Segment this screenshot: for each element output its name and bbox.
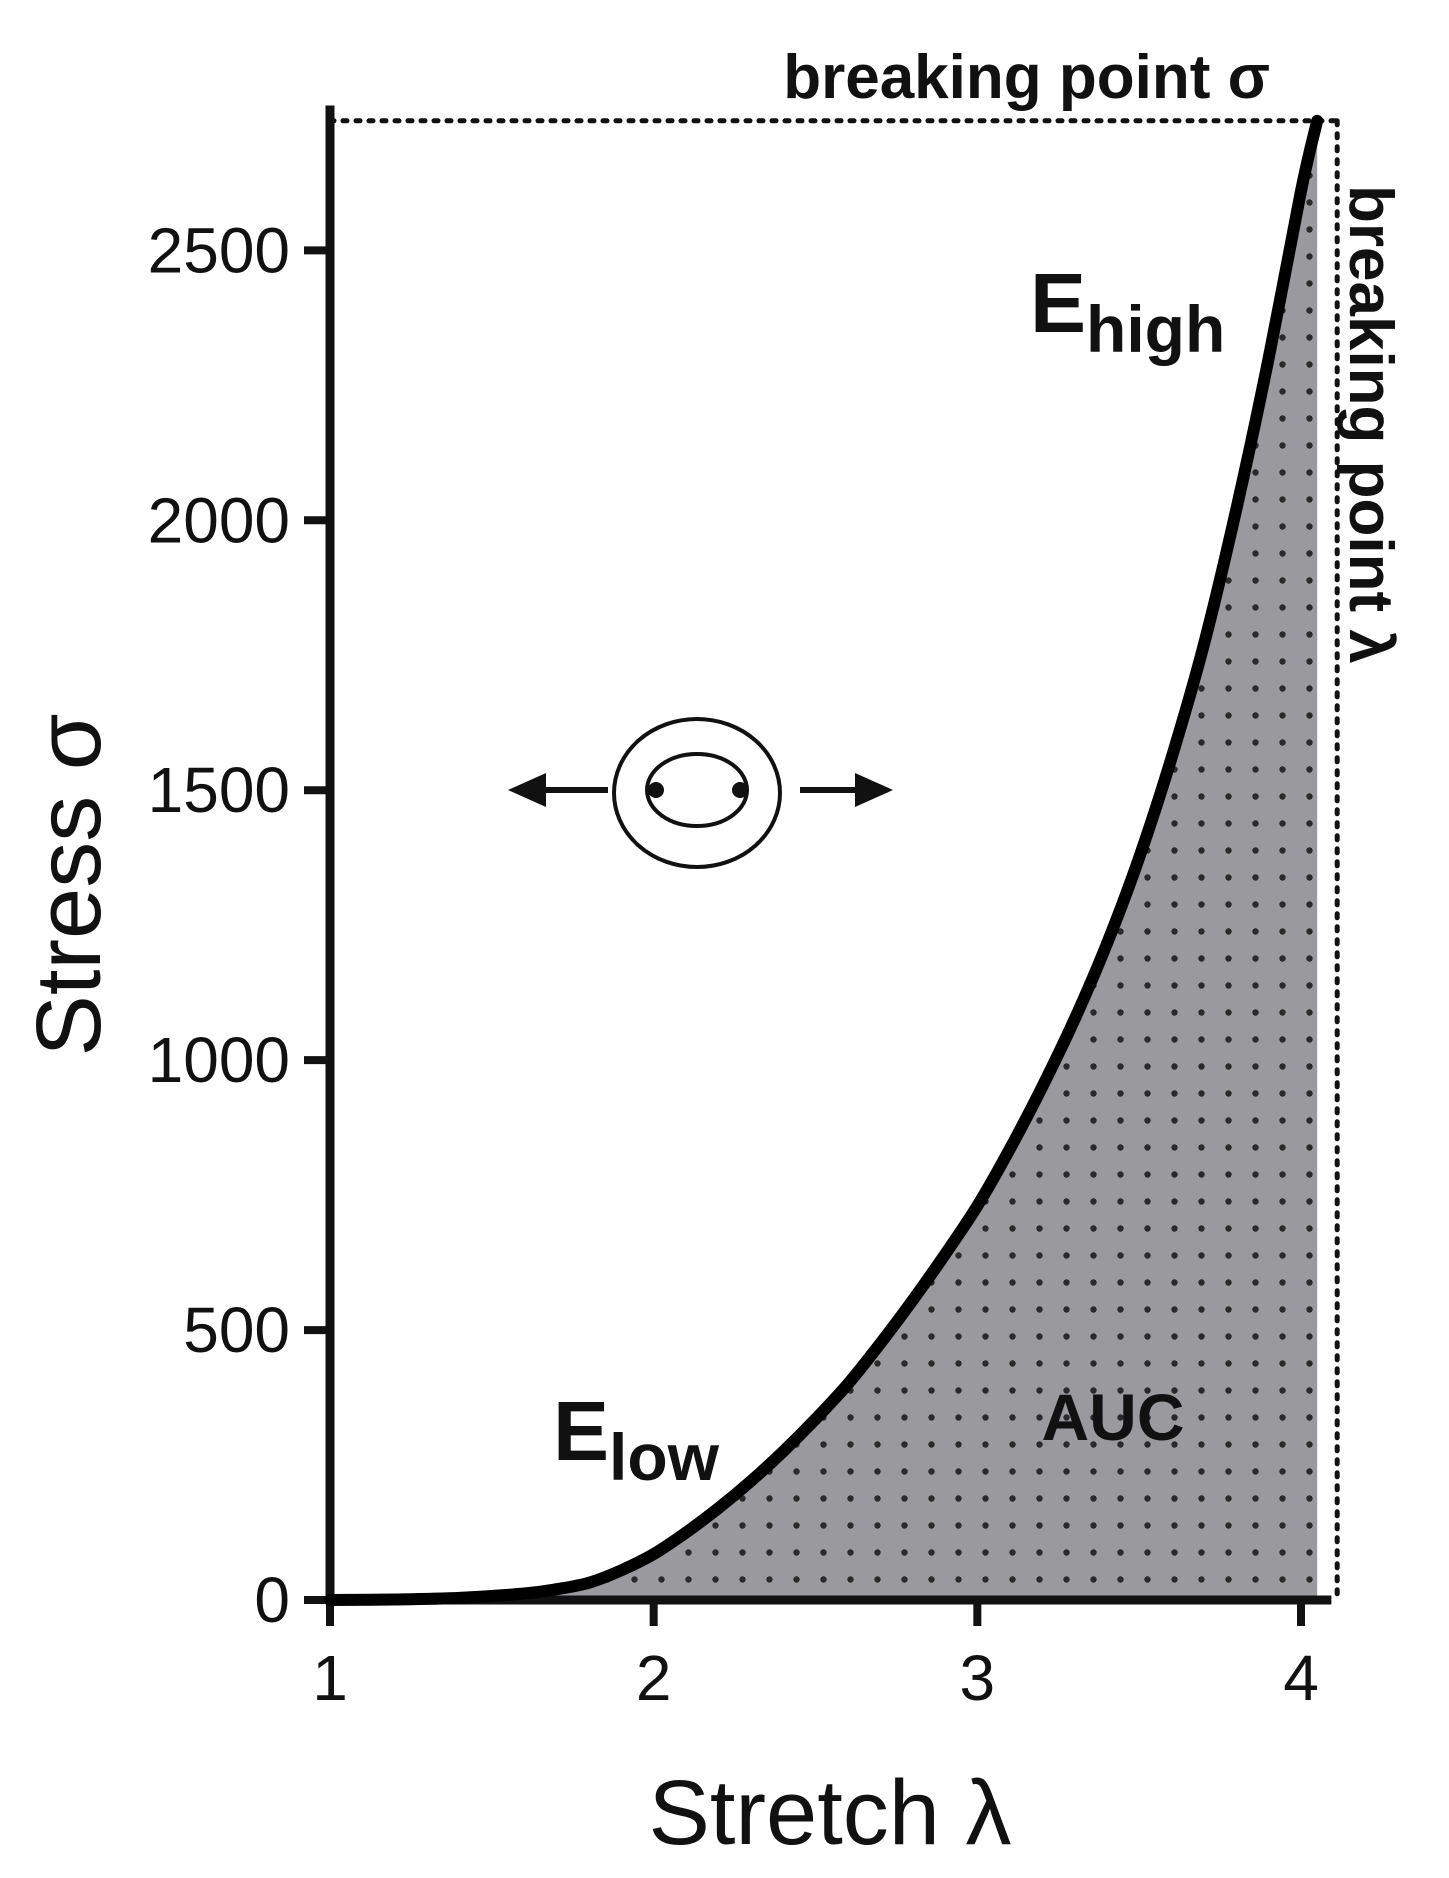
right-anchor-dot-icon [732,782,748,798]
y-tick-label: 1500 [148,754,290,826]
e-high-subscript: high [1086,292,1225,366]
left-anchor-dot-icon [648,782,664,798]
e-low-main: E [553,1384,609,1478]
e-low-label: Elow [553,1384,720,1494]
y-tick-label: 2500 [148,214,290,286]
e-low-subscript: low [609,1420,720,1494]
cell-outer-membrane-icon [612,717,782,869]
x-tick-label: 2 [636,1642,672,1714]
auc-area [330,120,1318,1600]
right-arrow-head-icon [855,773,893,807]
y-axis-title: Stress σ [18,713,120,1056]
x-axis-ticks: 1 2 3 4 [312,1600,1319,1714]
auc-label: AUC [1042,1380,1185,1454]
e-high-label: Ehigh [1030,256,1225,366]
y-tick-label: 1000 [148,1024,290,1096]
left-arrow-head-icon [508,773,546,807]
e-high-main: E [1030,256,1086,350]
y-tick-label: 2000 [148,484,290,556]
y-tick-label: 0 [254,1564,290,1636]
stress-stretch-curve [324,114,1324,1606]
breaking-point-stress-label: breaking point σ [783,43,1270,112]
breaking-point-stretch-label: breaking point λ [1336,185,1405,664]
y-tick-label: 500 [183,1294,290,1366]
x-axis-title: Stretch λ [648,1762,1011,1864]
x-tick-label: 1 [312,1642,348,1714]
y-axis-ticks: 0 500 1000 1500 2000 2500 [148,214,330,1636]
x-tick-label: 4 [1283,1642,1319,1714]
cell-stretch-icon [508,717,893,869]
x-tick-label: 3 [960,1642,996,1714]
